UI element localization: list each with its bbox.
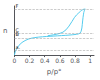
svg-text:0.6: 0.6 [55, 57, 65, 64]
svg-text:0: 0 [13, 57, 17, 64]
svg-text:n: n [3, 27, 7, 35]
svg-text:p/p°: p/p° [47, 68, 62, 76]
svg-text:0.2: 0.2 [25, 57, 35, 64]
svg-text:0.4: 0.4 [40, 57, 50, 64]
svg-text:0.8: 0.8 [70, 57, 80, 64]
svg-text:a.: a. [15, 44, 20, 50]
svg-text:B: B [15, 31, 19, 38]
svg-text:C: C [15, 27, 19, 33]
svg-text:F: F [15, 3, 18, 9]
svg-text:1: 1 [88, 57, 92, 64]
